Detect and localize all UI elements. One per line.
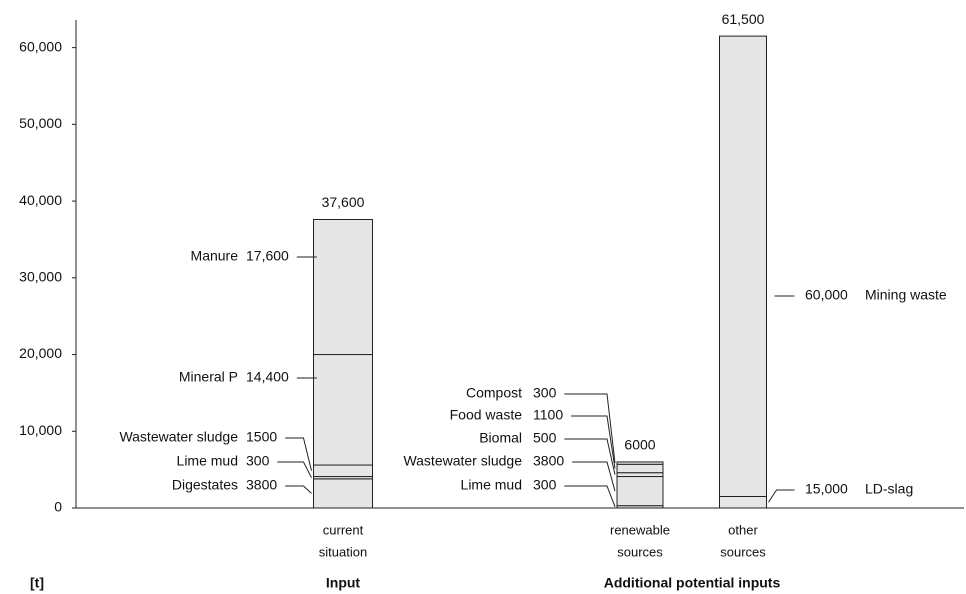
bar-segment xyxy=(616,461,664,465)
segment-value: 3800 xyxy=(246,477,277,493)
segment-value: 14,400 xyxy=(246,369,289,385)
bar-segment xyxy=(616,476,664,507)
segment-name: LD-slag xyxy=(865,481,913,497)
segment-value: 500 xyxy=(533,430,557,446)
total-label: 61,500 xyxy=(722,11,765,27)
segment-value: 60,000 xyxy=(805,287,848,303)
segment-value: 300 xyxy=(246,453,270,469)
x-tick-label: sources xyxy=(617,544,663,559)
segment-name: Mining waste xyxy=(865,287,947,303)
segment-name: Wastewater sludge xyxy=(403,453,522,469)
bar-segment xyxy=(313,218,373,356)
x-tick-label: situation xyxy=(319,544,367,559)
segment-value: 15,000 xyxy=(805,481,848,497)
x-tick-label: sources xyxy=(720,544,766,559)
y-tick-label: 20,000 xyxy=(19,345,62,361)
leader-line xyxy=(564,485,616,508)
total-label: 37,600 xyxy=(322,194,365,210)
segment-value: 300 xyxy=(533,385,557,401)
bar-segment xyxy=(719,495,767,509)
segment-value: 1100 xyxy=(533,407,563,423)
segment-name: Wastewater sludge xyxy=(119,429,238,445)
bar-segment xyxy=(719,35,767,497)
leader-line xyxy=(564,438,616,475)
leader-line xyxy=(285,485,312,494)
x-tick-label: renewable xyxy=(610,522,670,537)
bar-segment xyxy=(313,354,373,466)
y-tick-label: 40,000 xyxy=(19,192,62,208)
segment-name: Compost xyxy=(466,385,522,401)
bar-segment xyxy=(313,464,373,478)
leader-line xyxy=(572,461,616,492)
bar-segment xyxy=(313,478,373,509)
y-tick-label: 60,000 xyxy=(19,38,62,54)
total-label: 6000 xyxy=(624,437,655,453)
group-label: Additional potential inputs xyxy=(604,575,781,591)
leader-line xyxy=(571,415,616,469)
y-unit: [t] xyxy=(30,575,44,591)
leader-line xyxy=(564,393,616,464)
x-tick-label: other xyxy=(728,522,758,537)
y-tick-label: 50,000 xyxy=(19,115,62,131)
bar-segment xyxy=(616,472,664,478)
segment-name: Biomal xyxy=(479,430,522,446)
segment-name: Lime mud xyxy=(177,453,238,469)
segment-value: 3800 xyxy=(533,453,564,469)
segment-name: Food waste xyxy=(450,407,523,423)
bar-segment xyxy=(616,463,664,474)
y-tick-label: 30,000 xyxy=(19,269,62,285)
x-tick-label: current xyxy=(323,522,364,537)
leader-line xyxy=(285,437,312,471)
leader-line xyxy=(768,489,795,503)
y-tick-label: 10,000 xyxy=(19,422,62,438)
group-label: Input xyxy=(326,575,361,591)
segment-name: Digestates xyxy=(172,477,238,493)
segment-name: Mineral P xyxy=(179,369,238,385)
segment-name: Lime mud xyxy=(461,477,522,493)
segment-value: 17,600 xyxy=(246,248,289,264)
segment-value: 1500 xyxy=(246,429,277,445)
leader-line xyxy=(277,461,312,478)
segment-name: Manure xyxy=(191,248,239,264)
segment-value: 300 xyxy=(533,477,557,493)
y-tick-label: 0 xyxy=(54,499,62,515)
